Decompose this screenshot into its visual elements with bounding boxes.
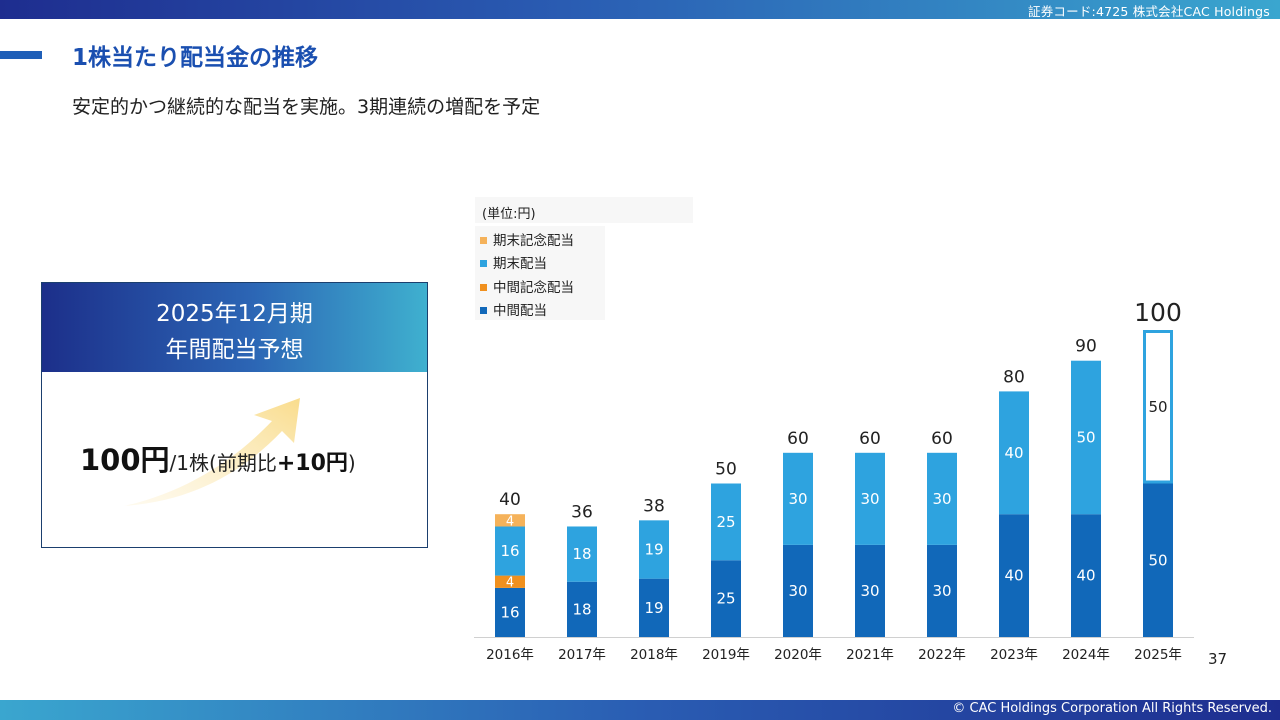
forecast-label: 年間配当予想 — [165, 337, 304, 363]
segment-label: 18 — [572, 600, 591, 618]
forecast-per-share: /1株 — [169, 451, 210, 475]
segment-label: 19 — [644, 541, 663, 559]
segment-label: 30 — [860, 490, 879, 508]
page-number: 37 — [1208, 650, 1228, 668]
legend-label: 期末記念配当 — [493, 233, 574, 249]
top-bar: 証券コード:4725 株式会社CAC Holdings — [0, 0, 1280, 19]
bar-segment — [1143, 483, 1173, 637]
bar-total-label: 60 — [931, 429, 953, 449]
bar-segment — [639, 520, 669, 579]
legend-label: 中間配当 — [493, 303, 547, 319]
bar-segment — [783, 544, 813, 637]
copyright: © CAC Holdings Corporation All Rights Re… — [952, 701, 1272, 716]
bar-segment — [927, 544, 957, 637]
bar-segment — [855, 544, 885, 637]
legend-label: 期末配当 — [493, 256, 547, 272]
legend-item-year-end: 期末配当 — [480, 252, 547, 272]
legend-swatch — [480, 307, 487, 314]
x-tick-label: 2021年 — [846, 647, 894, 663]
x-tick-label: 2017年 — [558, 647, 606, 663]
x-tick-label: 2018年 — [630, 647, 678, 663]
bar-segment — [495, 587, 525, 637]
segment-label: 40 — [1004, 444, 1023, 462]
segment-label: 50 — [1148, 551, 1167, 569]
segment-label: 25 — [716, 590, 735, 608]
chart-legend: 期末記念配当 期末配当 中間記念配当 中間配当 — [475, 226, 605, 320]
x-tick-label: 2016年 — [486, 647, 534, 663]
legend-swatch — [480, 237, 487, 244]
forecast-card-header: 2025年12月期 年間配当予想 — [42, 283, 427, 372]
bar-segment — [783, 452, 813, 545]
bar-segment — [567, 526, 597, 582]
stock-code: 証券コード:4725 株式会社CAC Holdings — [1028, 4, 1270, 19]
bar-segment — [495, 526, 525, 576]
segment-label: 4 — [506, 514, 514, 529]
segment-label: 30 — [788, 490, 807, 508]
forecast-card: 2025年12月期 年間配当予想 100円/1株(前期比+10円) — [41, 282, 428, 548]
unit-label: (単位:円) — [475, 197, 693, 223]
forecast-period: 2025年12月期 — [156, 301, 313, 327]
segment-label: 16 — [500, 542, 519, 560]
bar-total-label: 90 — [1075, 337, 1097, 357]
bar-segment — [999, 514, 1029, 637]
x-tick-label: 2023年 — [990, 647, 1038, 663]
bar-segment — [855, 452, 885, 545]
page-title: 1株当たり配当金の推移 — [72, 45, 319, 71]
bar-total-label: 60 — [859, 429, 881, 449]
bar-segment — [1071, 360, 1101, 515]
bar-segment — [1071, 514, 1101, 637]
segment-label: 30 — [932, 582, 951, 600]
forecast-paren-open: (前期比 — [209, 451, 277, 475]
legend-item-year-end-commemorative: 期末記念配当 — [480, 229, 574, 249]
bar-segment — [495, 575, 525, 588]
bar-segment — [711, 483, 741, 561]
legend-item-interim-commemorative: 中間記念配当 — [480, 276, 574, 296]
segment-label: 40 — [1076, 567, 1095, 585]
segment-label: 50 — [1148, 398, 1167, 416]
bar-total-label: 38 — [643, 496, 665, 516]
segment-label: 4 — [506, 576, 514, 591]
forecast-change: +10円 — [276, 451, 348, 476]
title-marker — [0, 51, 42, 59]
legend-swatch — [480, 260, 487, 267]
x-tick-label: 2024年 — [1062, 647, 1110, 663]
forecast-amount: 100円/1株(前期比+10円) — [80, 437, 356, 479]
segment-label: 18 — [572, 545, 591, 563]
forecast-paren-close: ) — [347, 451, 356, 475]
segment-label: 16 — [500, 603, 519, 621]
x-tick-label: 2019年 — [702, 647, 750, 663]
legend-item-interim: 中間配当 — [480, 299, 547, 319]
bar-segment — [567, 581, 597, 637]
bar-total-label: 60 — [787, 429, 809, 449]
rising-arrow-icon — [124, 398, 300, 506]
bar-segment-forecast — [1143, 330, 1173, 484]
bar-total-label: 100 — [1134, 298, 1182, 327]
legend-label: 中間記念配当 — [493, 280, 574, 296]
bar-total-label: 36 — [571, 502, 593, 522]
x-tick-label: 2025年 — [1134, 647, 1182, 663]
x-tick-label: 2020年 — [774, 647, 822, 663]
segment-label: 19 — [644, 599, 663, 617]
segment-label: 30 — [788, 582, 807, 600]
segment-label: 25 — [716, 513, 735, 531]
bar-segment — [639, 578, 669, 637]
segment-label: 30 — [860, 582, 879, 600]
segment-label: 40 — [1004, 567, 1023, 585]
bar-total-label: 50 — [715, 460, 737, 480]
bar-segment — [927, 452, 957, 545]
forecast-amount-value: 100円 — [80, 443, 170, 477]
bar-segment — [495, 514, 525, 527]
bottom-bar: © CAC Holdings Corporation All Rights Re… — [0, 700, 1280, 720]
page-subtitle: 安定的かつ継続的な配当を実施。3期連続の増配を予定 — [72, 96, 541, 118]
bar-total-label: 40 — [499, 490, 521, 510]
bar-segment — [711, 560, 741, 637]
segment-label: 30 — [932, 490, 951, 508]
segment-label: 50 — [1076, 428, 1095, 446]
x-tick-label: 2022年 — [918, 647, 966, 663]
bar-total-label: 80 — [1003, 367, 1025, 387]
legend-swatch — [480, 284, 487, 291]
bar-segment — [999, 391, 1029, 515]
